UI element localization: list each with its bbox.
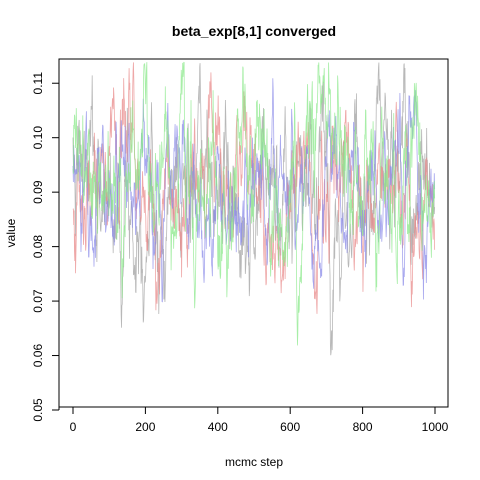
x-axis-label: mcmc step: [225, 455, 283, 469]
y-tick-label: 0.06: [31, 344, 45, 368]
y-tick-label: 0.10: [31, 126, 45, 150]
series-group: [72, 61, 436, 356]
chart-title: beta_exp[8,1] converged: [172, 23, 336, 39]
y-axis-label: value: [4, 218, 18, 247]
y-tick-label: 0.11: [31, 72, 45, 95]
x-tick-label: 0: [70, 420, 77, 434]
y-tick-label: 0.08: [31, 235, 45, 259]
series-line-3: [72, 78, 436, 303]
series-line-4: [72, 61, 436, 346]
x-tick-label: 200: [135, 420, 155, 434]
y-axis: 0.05 0.06 0.07 0.08 0.09 0.10 0.11: [31, 72, 60, 422]
x-tick-label: 600: [280, 420, 300, 434]
y-tick-label: 0.07: [31, 289, 45, 313]
y-tick-label: 0.09: [31, 180, 45, 204]
x-axis: 0 200 400 600 800 1000: [70, 406, 449, 434]
x-tick-label: 1000: [422, 420, 449, 434]
y-tick-label: 0.05: [31, 398, 45, 422]
x-tick-label: 800: [353, 420, 373, 434]
x-tick-label: 400: [208, 420, 228, 434]
